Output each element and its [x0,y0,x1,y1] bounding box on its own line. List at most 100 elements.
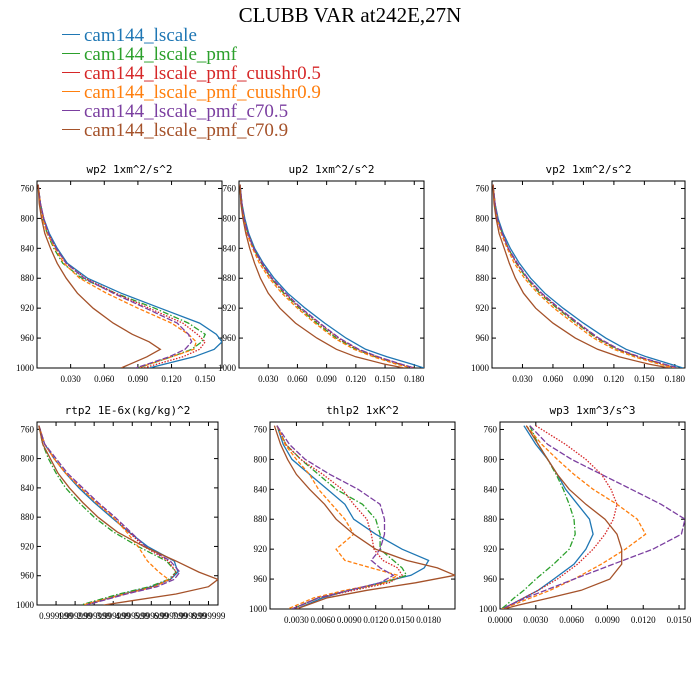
x-tick-label: 0.150 [375,374,396,384]
x-tick-label: 0.150 [195,374,216,384]
series-line [502,425,685,609]
plot-frame [36,421,219,606]
x-tick-label: 0.120 [604,374,625,384]
y-tick-label: 800 [223,213,237,223]
y-tick-label: 880 [484,514,498,524]
series-line [502,425,618,609]
y-tick-label: 1000 [16,600,35,610]
chart-panel: wp2 1xm^2/s^2 760 800 840 880 920 960 1000 0.030… [16,163,223,384]
series-line [239,184,415,368]
legend-item: cam144_lscale_pmf_c70.5 [62,102,321,121]
legend-label: cam144_lscale [84,25,197,46]
series-line [276,425,395,609]
y-tick-label: 960 [476,333,490,343]
x-tick-label: 3.999999 [96,611,130,621]
legend: cam144_lscale cam144_lscale_pmf cam144_l… [62,26,321,140]
y-tick-label: 960 [21,333,35,343]
plot-frame [36,180,223,369]
chart-panel: up2 1xm^2/s^2 760 800 840 880 920 960 1000 0.030… [218,163,425,384]
x-tick-label: 4.999999 [115,611,149,621]
y-tick-label: 1000 [479,604,498,614]
y-tick-label: 960 [223,333,237,343]
y-tick-label: 960 [21,571,35,581]
series-line [503,425,623,609]
y-tick-label: 920 [484,544,498,554]
x-tick-label: 0.0090 [595,615,620,625]
y-tick-label: 880 [21,273,35,283]
series-line [276,425,403,609]
x-tick-label: 0.0060 [559,615,584,625]
legend-label: cam144_lscale_pmf_cuushr0.9 [84,82,321,103]
chart-panel: wp3 1xm^3/s^3 760 800 840 880 920 960 10000.000… [479,404,692,625]
series-line [492,184,675,368]
x-tick-label: 0.060 [94,374,115,384]
series-line [38,425,179,605]
y-tick-label: 1000 [16,363,35,373]
series-line [239,184,415,368]
y-tick-label: 840 [254,484,268,494]
x-tick-label: 0.030 [61,374,82,384]
y-tick-label: 840 [21,483,35,493]
plot-frame [238,180,425,369]
y-tick-label: 920 [21,541,35,551]
x-tick-label: 0.120 [161,374,182,384]
series-line [37,184,197,368]
y-tick-label: 920 [223,303,237,313]
series-line [492,184,684,368]
y-tick-label: 960 [484,574,498,584]
series-line [37,184,162,368]
x-tick-label: 0.090 [573,374,594,384]
series-line [38,425,218,605]
y-tick-label: 880 [476,273,490,283]
series-line [502,425,647,609]
y-tick-label: 1000 [471,363,490,373]
panel-title: thlp2 1xK^2 [326,404,399,417]
series-line [492,184,679,368]
y-tick-label: 920 [254,544,268,554]
y-tick-label: 760 [21,183,35,193]
x-tick-label: 0.060 [287,374,308,384]
x-tick-label: 0.090 [317,374,338,384]
series-line [37,184,207,368]
series-line [239,184,424,368]
series-line [38,425,177,605]
x-tick-label: 8.999999 [192,611,226,621]
x-tick-label: 0.0180 [416,615,441,625]
x-tick-label: 0.0030 [284,615,309,625]
series-line [276,425,408,609]
x-tick-label: 0.120 [346,374,367,384]
y-tick-label: 960 [254,574,268,584]
x-tick-label: 0.180 [665,374,686,384]
legend-swatch [62,110,80,112]
x-tick-label: 7.999999 [173,611,207,621]
x-tick-label: 0.0120 [631,615,656,625]
y-tick-label: 800 [476,213,490,223]
plot-frame [491,180,686,369]
x-tick-label: 0.0150 [390,615,415,625]
x-tick-label: 1.999999 [58,611,92,621]
y-tick-label: 760 [476,183,490,193]
legend-item: cam144_lscale_pmf [62,45,321,64]
y-tick-label: 880 [254,514,268,524]
legend-swatch [62,129,80,131]
y-tick-label: 760 [484,424,498,434]
series-line [239,184,413,368]
plot-frame [499,421,686,610]
y-tick-label: 840 [476,243,490,253]
x-tick-label: 0.030 [258,374,279,384]
y-tick-label: 920 [476,303,490,313]
y-tick-label: 880 [223,273,237,283]
x-tick-label: 0.999999 [39,611,73,621]
legend-item: cam144_lscale_pmf_cuushr0.9 [62,83,321,102]
series-line [492,184,678,368]
x-tick-label: 5.999999 [134,611,168,621]
series-line [239,184,415,368]
legend-label: cam144_lscale_pmf_cuushr0.5 [84,63,321,84]
x-tick-label: 0.030 [512,374,533,384]
series-line [492,184,678,368]
y-tick-label: 880 [21,512,35,522]
y-tick-label: 840 [223,243,237,253]
plot-frame [269,421,456,610]
